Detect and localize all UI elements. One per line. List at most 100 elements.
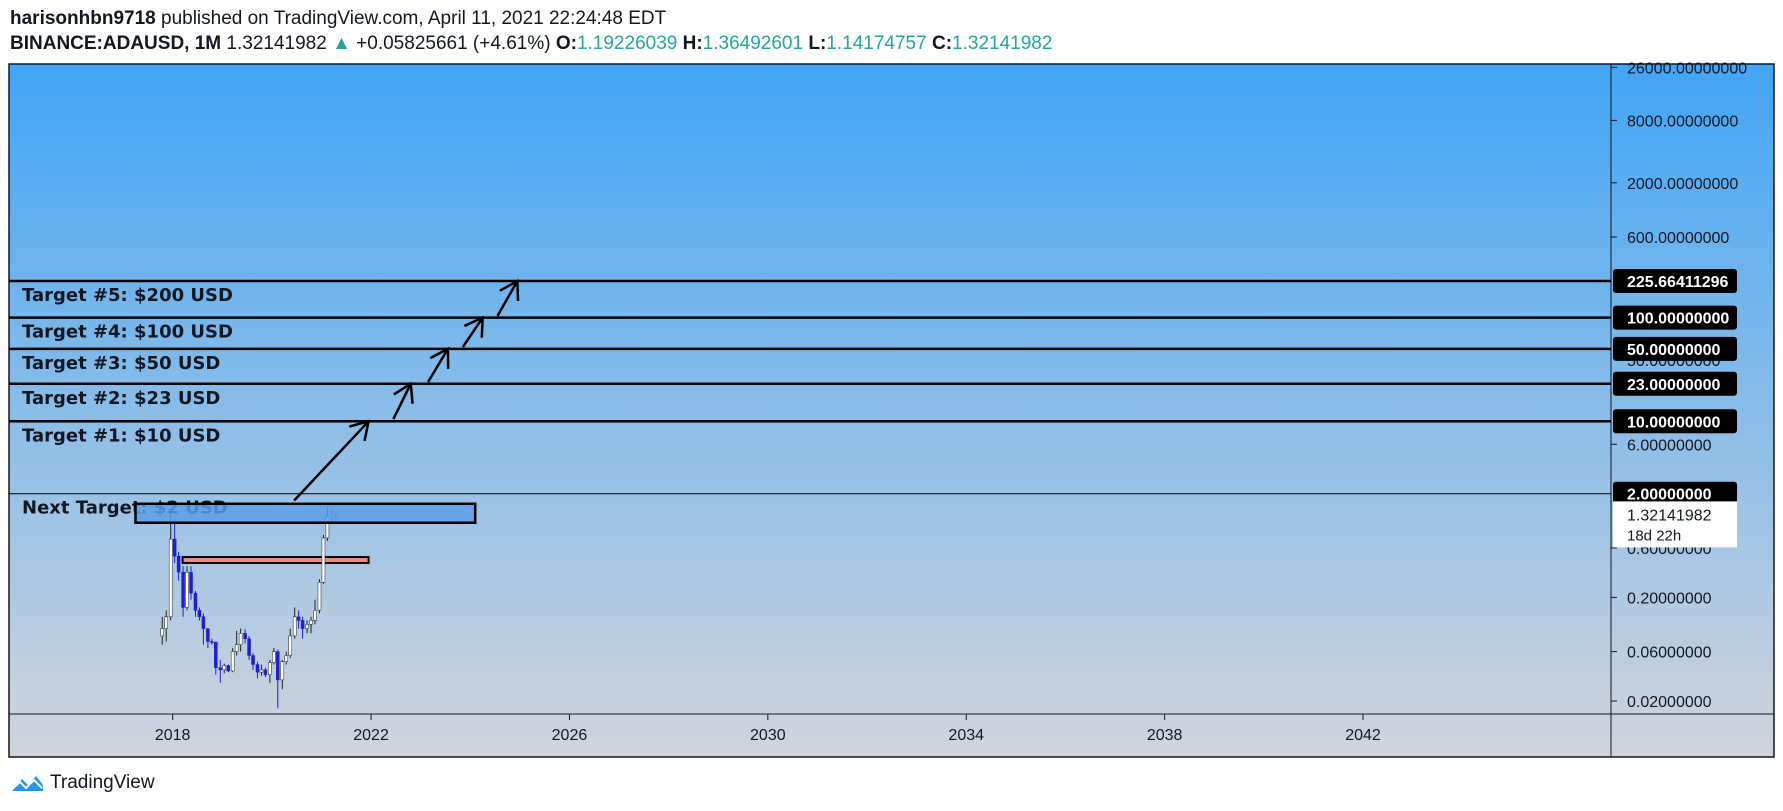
y-tick-label: 8000.00000000	[1627, 113, 1738, 130]
candle-body	[222, 665, 227, 671]
y-tick-label: 2000.00000000	[1627, 176, 1738, 193]
x-tick-label: 2030	[750, 727, 786, 744]
author-name[interactable]: harisonhbn9718	[10, 8, 156, 29]
candle-body	[176, 555, 181, 573]
chart-background	[9, 64, 1774, 757]
x-tick-label: 2026	[552, 727, 588, 744]
price-tag-label: 225.66411296	[1627, 274, 1729, 291]
price-chart[interactable]: 26000.00000000 8000.00000000 2000.00000000…	[0, 0, 1783, 770]
candle-body	[160, 628, 165, 637]
price-tag-label: 2.00000000	[1627, 487, 1712, 504]
y-tick-label: 6.00000000	[1627, 437, 1712, 454]
candle-body	[309, 620, 313, 625]
x-tick-label: 2034	[948, 727, 984, 744]
arrow-head-icon	[393, 381, 414, 404]
arrow-head-icon	[429, 346, 450, 369]
resistance-zone	[134, 502, 477, 525]
price-tag-label: 23.00000000	[1627, 377, 1721, 394]
current-price-box	[1613, 501, 1737, 548]
candle-body	[234, 644, 239, 652]
candle-body	[321, 537, 326, 583]
candle-body	[305, 624, 309, 629]
x-tick-label: 2038	[1147, 727, 1183, 744]
candle-body	[168, 538, 173, 618]
close-value: 1.32141982	[952, 33, 1053, 54]
target-label: Target #1: $10 USD	[22, 425, 220, 446]
candle-body	[313, 610, 317, 621]
candle-body	[292, 616, 297, 637]
projection-arrow-line	[293, 420, 370, 502]
candle-body	[189, 571, 193, 594]
current-price-label: 1.32141982	[1627, 507, 1712, 524]
up-triangle-icon: ▲	[332, 33, 351, 54]
candle-body	[300, 620, 305, 629]
candle-body	[263, 669, 268, 675]
price-tag-box	[1613, 336, 1737, 361]
chart-header: harisonhbn9718 published on TradingView.…	[10, 6, 1052, 56]
candle-body	[259, 669, 264, 673]
high-label: H:	[682, 33, 703, 54]
candle-body	[230, 651, 235, 672]
x-tick-label: 2022	[353, 727, 389, 744]
candle-body	[268, 662, 272, 675]
candle-body	[284, 655, 289, 662]
candle-body	[243, 633, 247, 639]
y-tick-label: 0.06000000	[1627, 645, 1712, 662]
candle-body	[197, 610, 202, 618]
projection-arrow-line	[461, 316, 484, 348]
price-tag-box	[1613, 305, 1737, 330]
arrow-head-icon	[348, 419, 371, 442]
price-tag-box	[1613, 269, 1737, 294]
tradingview-logo[interactable]: TradingView	[10, 772, 155, 794]
tradingview-cloud-icon	[10, 776, 43, 792]
arrow-head-icon	[499, 278, 520, 302]
candle-body	[272, 651, 276, 663]
candle-body	[280, 661, 285, 681]
candle-body	[247, 638, 251, 656]
close-label: C:	[931, 33, 953, 54]
price-tag-label: 100.00000000	[1627, 311, 1729, 328]
candle-body	[276, 651, 280, 681]
candle-body	[164, 616, 168, 629]
low-value: 1.14174757	[826, 33, 927, 54]
last-price: 1.32141982	[226, 33, 327, 54]
x-tick-label: 2042	[1345, 727, 1381, 744]
projection-arrow-line	[392, 383, 412, 420]
y-tick-label: 0.20000000	[1627, 590, 1712, 607]
candle-body	[210, 641, 214, 643]
price-tag-box	[1613, 481, 1737, 506]
candle-body	[226, 665, 230, 672]
open-label: O:	[555, 33, 577, 54]
tradingview-brand: TradingView	[50, 772, 155, 793]
high-value: 1.36492601	[702, 33, 804, 54]
open-value: 1.19226039	[576, 33, 678, 54]
low-label: L:	[808, 33, 827, 54]
support-zone	[181, 556, 370, 564]
candle-body	[251, 655, 255, 665]
x-tick-label: 2018	[155, 727, 191, 744]
publish-line: harisonhbn9718 published on TradingView.…	[10, 6, 1052, 31]
candle-body	[185, 571, 189, 608]
price-tag-box	[1613, 371, 1737, 396]
symbol-name: BINANCE:ADAUSD, 1M	[10, 33, 222, 54]
target-label: Target #3: $50 USD	[22, 353, 220, 374]
projection-arrow-line	[496, 280, 519, 317]
chart-border	[8, 63, 1775, 758]
candle-body	[181, 571, 185, 608]
candle-body	[193, 592, 198, 611]
y-tick-label: 26000.00000000	[1627, 60, 1747, 77]
symbol-line: BINANCE:ADAUSD, 1M 1.32141982 ▲ +0.05825…	[10, 31, 1052, 56]
price-change: +0.05825661 (+4.61%)	[356, 33, 551, 54]
price-tag-box	[1613, 409, 1737, 434]
target-label: Target #5: $200 USD	[22, 285, 233, 306]
candle-body	[201, 616, 206, 629]
candle-body	[206, 628, 210, 642]
projection-arrow-line	[427, 348, 450, 383]
candle-body	[296, 616, 301, 621]
target-label: Target #2: $23 USD	[22, 388, 220, 409]
price-tag-label: 50.00000000	[1627, 342, 1721, 359]
countdown-label: 18d 22h	[1627, 527, 1681, 544]
price-tag-label: 10.00000000	[1627, 414, 1721, 431]
candle-body	[214, 641, 218, 668]
y-tick-label: 600.00000000	[1627, 230, 1729, 247]
